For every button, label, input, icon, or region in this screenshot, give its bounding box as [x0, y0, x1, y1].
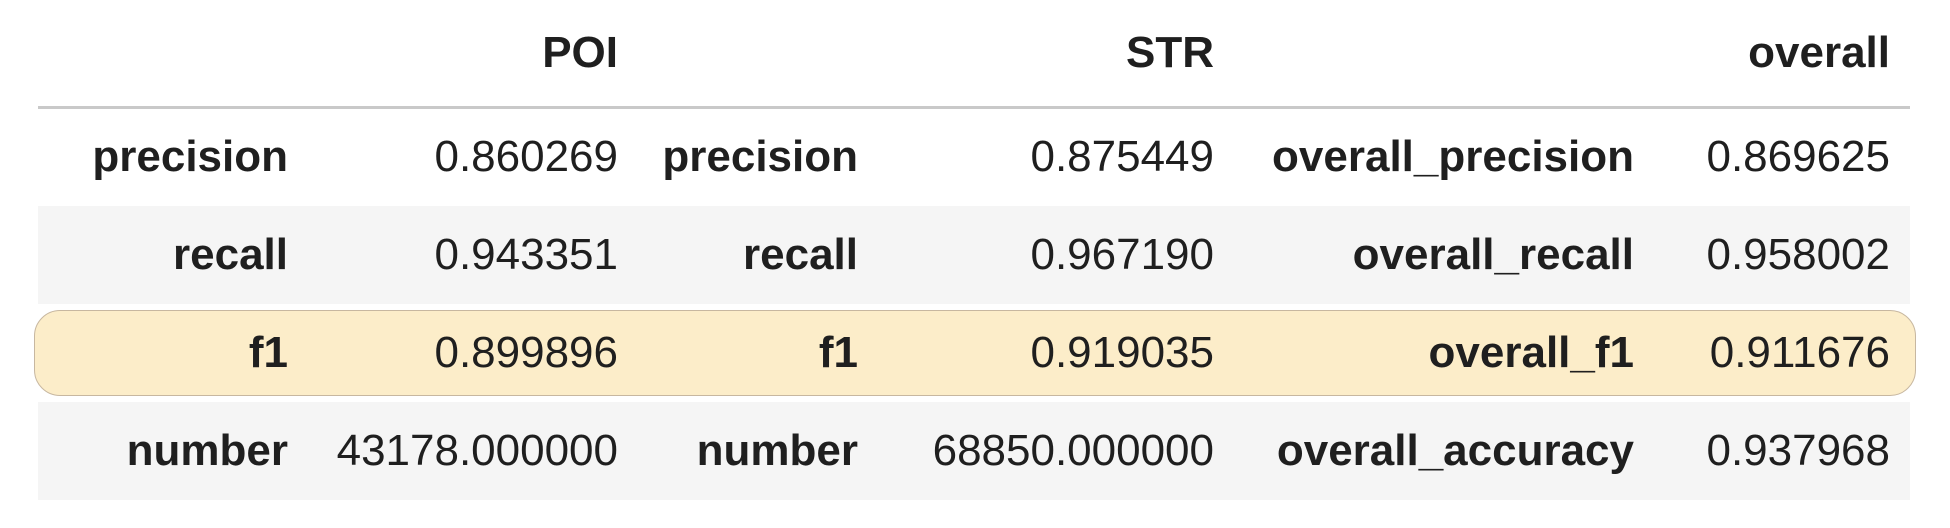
cell-value: 0.943351: [434, 229, 618, 279]
corner-cell: [638, 0, 878, 109]
table-row: f1 0.899896: [38, 304, 638, 402]
table-row: overall_f1 0.911676: [1234, 304, 1910, 402]
table-overall: overall overall_precision 0.869625 overa…: [1234, 0, 1910, 500]
cell-value: 0.899896: [434, 327, 618, 377]
cell-value: 0.875449: [1030, 132, 1214, 182]
cell-value: 43178.000000: [336, 425, 618, 475]
cell-value: 0.911676: [1709, 327, 1890, 377]
table-row: number 68850.000000: [638, 401, 1234, 500]
row-label: precision: [662, 132, 858, 182]
table-row: precision 0.875449: [638, 107, 1234, 206]
row-label: number: [696, 425, 858, 475]
table-row: recall 0.943351: [38, 205, 638, 304]
cell-value: 0.860269: [434, 132, 618, 182]
row-label: overall_recall: [1352, 229, 1634, 279]
table-row: overall_recall 0.958002: [1234, 205, 1910, 304]
table-poi: POI precision 0.860269 recall 0.943351 f…: [38, 0, 638, 500]
row-label: f1: [248, 327, 288, 377]
cell-value: 0.967190: [1030, 229, 1214, 279]
table-row: precision 0.860269: [38, 107, 638, 206]
column-header-poi: POI: [308, 0, 638, 109]
highlighted-row-f1: [34, 310, 1916, 396]
cell-value: 0.869625: [1706, 132, 1890, 182]
table-row: overall_accuracy 0.937968: [1234, 401, 1910, 500]
table-str: STR precision 0.875449 recall 0.967190 f…: [638, 0, 1234, 500]
row-label: recall: [173, 229, 288, 279]
cell-value: 0.937968: [1706, 425, 1890, 475]
corner-cell: [38, 0, 308, 109]
column-header-overall: overall: [1654, 0, 1910, 109]
table-row: f1 0.919035: [638, 304, 1234, 402]
table-row: overall_precision 0.869625: [1234, 107, 1910, 206]
row-label: overall_precision: [1272, 132, 1634, 182]
table-header-row: overall: [1234, 0, 1910, 109]
row-label: precision: [92, 132, 288, 182]
row-label: overall_accuracy: [1276, 425, 1634, 475]
row-label: overall_f1: [1428, 327, 1634, 377]
table-header-row: POI: [38, 0, 638, 109]
table-row: number 43178.000000: [38, 401, 638, 500]
row-label: recall: [743, 229, 858, 279]
row-label: number: [126, 425, 288, 475]
cell-value: 0.958002: [1706, 229, 1890, 279]
cell-value: 0.919035: [1030, 327, 1214, 377]
cell-value: 68850.000000: [932, 425, 1214, 475]
column-header-str: STR: [878, 0, 1234, 109]
row-label: f1: [818, 327, 858, 377]
corner-cell: [1234, 0, 1654, 109]
table-row: recall 0.967190: [638, 205, 1234, 304]
table-header-row: STR: [638, 0, 1234, 109]
